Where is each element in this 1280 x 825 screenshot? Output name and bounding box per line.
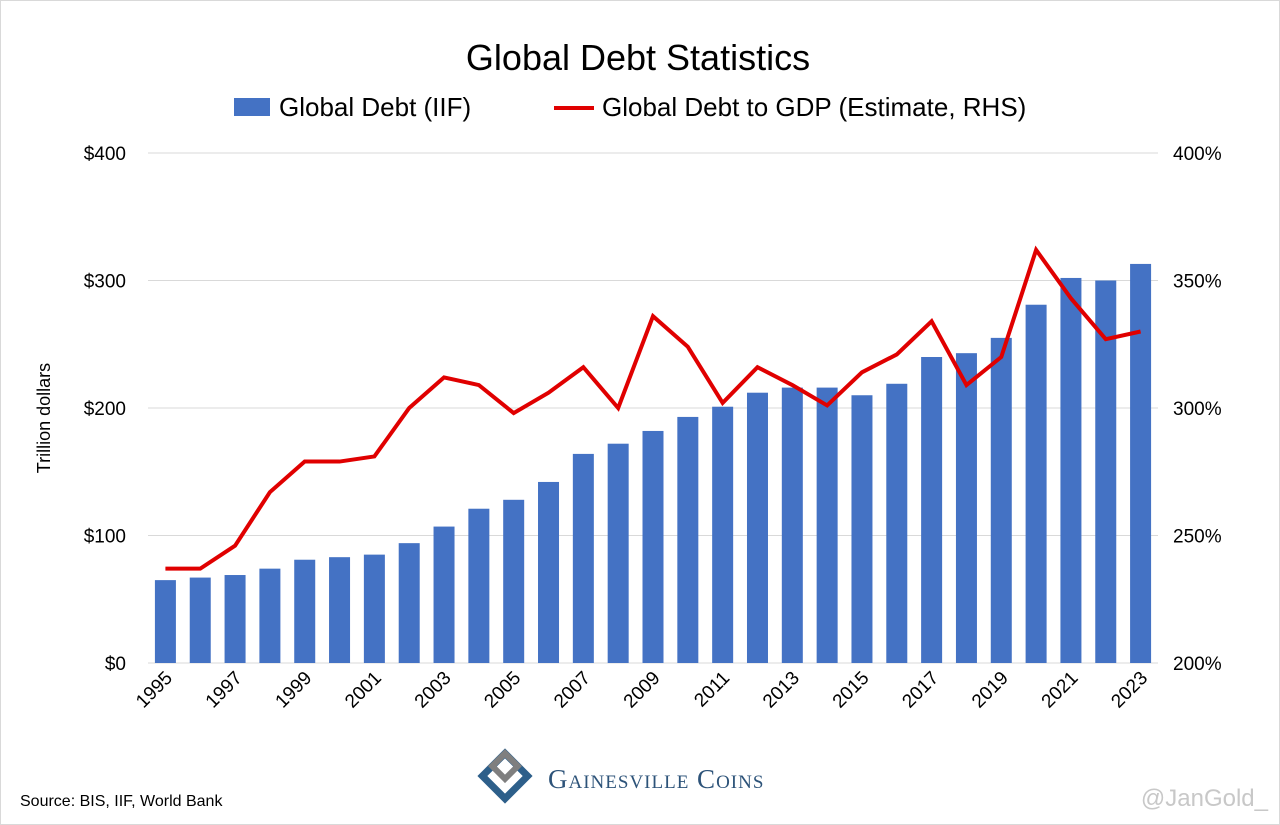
y2-tick-label: 250% [1173,527,1222,548]
bar-2009 [642,430,664,663]
bar-1997 [224,575,246,663]
x-tick-label: 2017 [898,668,943,713]
gainesville-coins-logo: Gainesville Coins [477,748,764,804]
logo-text: Gainesville Coins [548,764,764,794]
legend: Global Debt (IIF) Global Debt to GDP (Es… [234,92,1026,122]
x-tick-label: 2021 [1038,668,1083,713]
bar-2001 [363,554,385,663]
x-tick-label: 2009 [620,668,665,713]
x-tick-label: 2019 [968,668,1013,713]
bar-2013 [781,387,803,663]
y-tick-label: $0 [105,654,126,675]
bar-1995 [154,580,176,663]
source-note: Source: BIS, IIF, World Bank [20,793,223,810]
bar-2014 [816,387,838,663]
bar-2012 [746,392,768,663]
chart-title: Global Debt Statistics [466,37,810,78]
bar-2019 [990,337,1012,663]
bar-2018 [955,353,977,663]
y2-tick-label: 400% [1173,144,1222,165]
y-axis-label: Trillion dollars [34,363,54,473]
bar-2003 [433,526,455,663]
x-tick-label: 1997 [202,668,247,713]
bar-2010 [677,416,699,663]
bar-2011 [712,406,734,663]
y2-tick-label: 350% [1173,272,1222,293]
legend-bar-swatch [234,98,270,116]
bar-2007 [572,453,594,663]
bar-2004 [468,508,490,663]
x-tick-label: 2001 [341,668,386,713]
legend-bar-label: Global Debt (IIF) [279,92,471,122]
bar-1996 [189,577,211,663]
x-tick-label: 1999 [272,668,317,713]
bar-2023 [1130,263,1152,663]
y2-tick-label: 200% [1173,654,1222,675]
bar-1998 [259,568,281,663]
bar-2008 [607,443,629,663]
y-tick-label: $400 [84,144,126,165]
x-tick-label: 2013 [759,668,804,713]
watermark: @JanGold_ [1141,785,1269,812]
bar-2002 [398,543,420,663]
bar-2016 [886,383,908,663]
bar-2022 [1095,280,1117,663]
y2-tick-label: 300% [1173,399,1222,420]
bar-2020 [1025,304,1047,663]
x-tick-label: 2005 [480,668,525,713]
x-tick-label: 2023 [1107,668,1152,713]
bar-1999 [294,559,316,663]
bar-2006 [538,481,560,663]
bar-2005 [503,499,525,663]
x-tick-label: 1995 [132,668,177,713]
logo-mark [477,748,533,804]
bar-2000 [329,557,351,663]
y-tick-label: $300 [84,272,126,293]
x-tick-label: 2003 [411,668,456,713]
x-tick-label: 2011 [690,668,734,712]
y-tick-label: $100 [84,527,126,548]
legend-line-label: Global Debt to GDP (Estimate, RHS) [602,92,1026,122]
bar-2015 [851,395,873,663]
bar-2021 [1060,277,1082,663]
x-tick-label: 2007 [550,668,595,713]
x-tick-label: 2015 [829,668,874,713]
bar-2017 [921,357,943,663]
y-tick-label: $200 [84,399,126,420]
